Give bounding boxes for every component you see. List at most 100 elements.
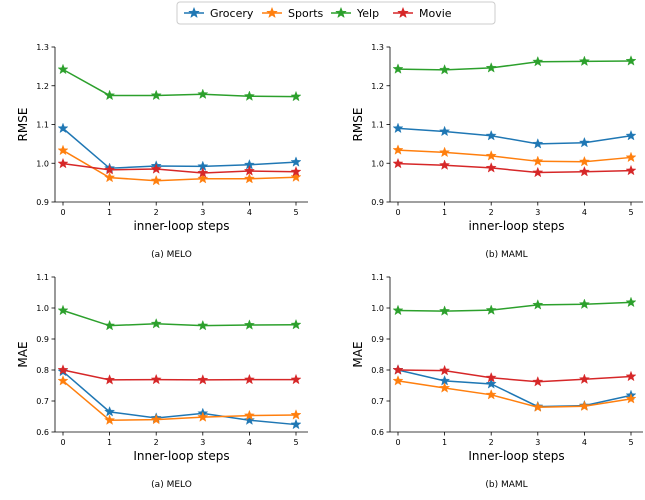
series-line-movie xyxy=(62,369,296,381)
series-line-sports xyxy=(62,380,297,421)
data-point-movie xyxy=(104,374,116,385)
y-tick-label: 1.1 xyxy=(371,121,384,130)
y-tick-label: 1.3 xyxy=(36,43,49,52)
data-point-movie xyxy=(392,364,404,375)
x-tick-label: 3 xyxy=(535,438,540,447)
y-tick-label: 1.1 xyxy=(36,121,49,130)
data-point-movie xyxy=(150,163,162,174)
data-point-movie xyxy=(57,364,69,375)
data-point-sports xyxy=(290,171,302,182)
x-tick-label: 5 xyxy=(293,438,298,447)
series-line-yelp xyxy=(62,309,297,327)
series-line-yelp xyxy=(62,68,297,98)
data-point-sports xyxy=(197,172,209,184)
x-tick-label: 1 xyxy=(107,438,112,447)
data-point-yelp xyxy=(104,89,116,101)
data-point-sports xyxy=(625,151,637,163)
data-point-yelp xyxy=(150,89,162,101)
x-axis-label: inner-loop steps xyxy=(468,219,564,233)
data-point-yelp xyxy=(197,88,209,99)
subfigure-caption: (a) MELO xyxy=(151,480,192,490)
data-point-sports xyxy=(485,389,497,400)
x-tick-label: 0 xyxy=(395,438,400,447)
y-tick-label: 0.9 xyxy=(36,198,49,207)
legend-star-icon xyxy=(266,6,278,19)
data-point-grocery xyxy=(485,378,497,389)
data-point-movie xyxy=(104,164,116,175)
x-tick-label: 1 xyxy=(107,208,112,217)
y-axis-label: MAE xyxy=(351,341,365,367)
series-line-yelp xyxy=(397,301,632,312)
data-point-movie xyxy=(485,371,497,383)
data-point-yelp xyxy=(532,55,544,67)
data-point-yelp xyxy=(625,55,637,66)
y-tick-label: 0.7 xyxy=(371,397,384,406)
subfigure-caption: (b) MAML xyxy=(485,480,527,490)
data-point-yelp xyxy=(578,298,590,309)
data-point-sports xyxy=(439,382,451,393)
data-point-sports xyxy=(578,400,590,411)
legend-star-icon xyxy=(335,6,347,19)
data-point-yelp xyxy=(57,304,69,316)
subfigure-caption: (b) MAML xyxy=(485,250,527,260)
data-point-yelp xyxy=(485,62,497,73)
data-point-yelp xyxy=(532,299,544,310)
x-tick-label: 2 xyxy=(154,208,159,217)
data-point-sports xyxy=(57,375,69,386)
data-point-sports xyxy=(104,414,116,425)
legend-entry-movie: Movie xyxy=(393,6,452,20)
series-line-sports xyxy=(397,149,632,163)
data-point-movie xyxy=(197,167,209,178)
data-point-movie xyxy=(290,166,302,177)
x-tick-label: 1 xyxy=(442,438,447,447)
legend-entry-yelp: Yelp xyxy=(331,6,379,20)
data-point-sports xyxy=(485,150,497,161)
series-line-movie xyxy=(397,369,632,383)
x-axis-label: inner-loop steps xyxy=(133,219,229,233)
data-point-yelp xyxy=(243,90,255,101)
legend-label: Movie xyxy=(419,7,452,20)
y-tick-label: 1.3 xyxy=(371,43,384,52)
series-line-grocery xyxy=(62,127,297,170)
x-tick-label: 5 xyxy=(628,208,633,217)
series-line-sports xyxy=(62,149,297,182)
series-line-grocery xyxy=(397,369,632,408)
legend-label: Sports xyxy=(288,7,324,20)
y-tick-label: 0.8 xyxy=(36,366,49,375)
data-point-sports xyxy=(532,401,544,412)
data-point-movie xyxy=(625,164,637,176)
y-axis-label: RMSE xyxy=(16,108,30,142)
x-tick-label: 2 xyxy=(489,208,494,217)
x-axis-label: Inner-loop steps xyxy=(468,449,564,463)
legend-entry-grocery: Grocery xyxy=(184,6,254,20)
y-tick-label: 1.0 xyxy=(371,304,384,313)
data-point-sports xyxy=(290,409,302,420)
y-tick-label: 0.8 xyxy=(371,366,384,375)
data-point-sports xyxy=(104,171,116,183)
x-axis-label: Inner-loop steps xyxy=(133,449,229,463)
data-point-grocery xyxy=(57,122,69,134)
y-tick-label: 0.9 xyxy=(36,335,49,344)
legend-star-icon xyxy=(188,6,200,19)
chart-panel-1: 0.9 1.0 1.1 1.2 1.3 0 1 2 3 4 5 RMSE inner-loop step… xyxy=(16,43,308,260)
x-tick-label: 4 xyxy=(247,208,252,217)
x-tick-label: 3 xyxy=(200,438,205,447)
data-point-movie xyxy=(532,376,544,387)
x-tick-label: 0 xyxy=(60,438,65,447)
x-tick-label: 3 xyxy=(200,208,205,217)
x-tick-label: 2 xyxy=(489,438,494,447)
x-tick-label: 4 xyxy=(582,438,587,447)
data-point-movie xyxy=(243,373,255,385)
x-tick-label: 0 xyxy=(395,208,400,217)
y-tick-label: 1.1 xyxy=(371,273,384,282)
y-axis-label: MAE xyxy=(16,341,30,367)
data-point-yelp xyxy=(150,318,162,329)
data-point-movie xyxy=(197,374,209,385)
chart-panel-2: 0.9 1.0 1.1 1.2 1.3 0 1 2 3 4 5 RMSE inner-loop step… xyxy=(351,43,643,260)
data-point-sports xyxy=(197,411,209,422)
data-point-yelp xyxy=(625,296,637,308)
data-point-yelp xyxy=(290,318,302,330)
y-tick-label: 1.0 xyxy=(36,159,49,168)
data-point-grocery xyxy=(439,125,451,137)
